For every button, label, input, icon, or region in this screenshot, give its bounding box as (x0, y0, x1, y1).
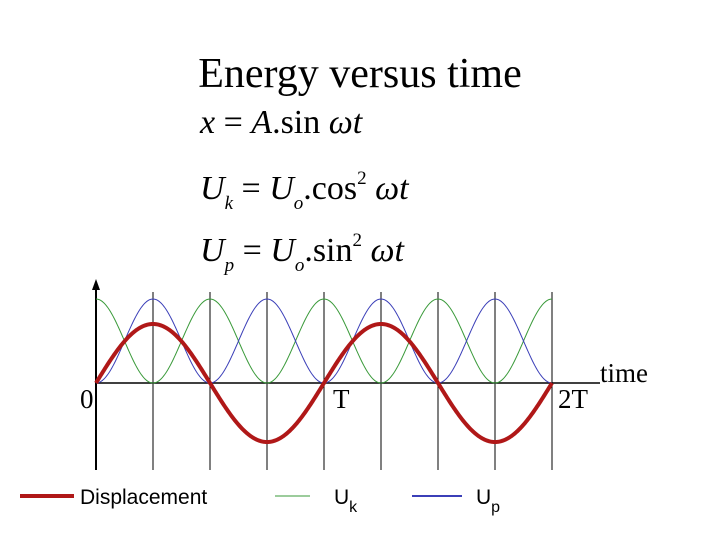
legend-label-0: Displacement (80, 486, 207, 509)
legend-label-1: Uk (334, 486, 358, 516)
x-tick-label-2: 2T (558, 384, 589, 414)
eq-uk-fn: cos (311, 170, 358, 207)
y-axis-arrow (92, 279, 100, 290)
series-line-displacement (94, 322, 554, 444)
series-lines (94, 298, 554, 444)
eq-up-pow: 2 (352, 230, 363, 251)
eq-x-arg: ωt (328, 104, 363, 141)
eq-up-dot: . (304, 232, 313, 269)
x-axis-label: time (600, 358, 648, 388)
eq-uk-pow: 2 (357, 168, 367, 189)
axes (92, 279, 600, 470)
tick-labels: 0 T 2T time (80, 358, 648, 414)
eq-up-equals: = (242, 232, 262, 269)
eq-up-lhs: U (200, 232, 225, 269)
eq-uk-lhs: U (200, 170, 225, 207)
x-tick-label-0: 0 (80, 384, 94, 414)
eq-up-fn: sin (312, 232, 353, 269)
eq-up-coef-sub: o (294, 255, 305, 276)
eq-x-amplitude: A (251, 104, 273, 141)
equation-displacement: x = A.sin ωt (200, 104, 362, 142)
eq-x-lhs: x (200, 104, 216, 141)
eq-uk-equals: = (241, 170, 261, 207)
eq-up-lhs-sub: p (224, 255, 235, 276)
series-line-uk (95, 298, 553, 384)
eq-uk-dot: . (303, 170, 312, 207)
eq-uk-coef: U (269, 170, 294, 207)
legend-label-sub-2: p (491, 499, 500, 516)
equation-kinetic-energy: Uk = Uo.cos2 ωt (200, 168, 409, 215)
eq-uk-coef-sub: o (293, 193, 304, 214)
eq-x-dot: . (272, 104, 281, 141)
eq-up-arg: ωt (370, 232, 404, 269)
eq-up-coef: U (270, 232, 295, 269)
equation-potential-energy: Up = Uo.sin2 ωt (200, 230, 404, 277)
legend-label-sub-1: k (349, 499, 358, 516)
eq-x-fn: sin (280, 104, 321, 141)
eq-uk-lhs-sub: k (224, 193, 233, 214)
legend: Displacement Uk Up (20, 486, 500, 516)
legend-label-2: Up (476, 486, 500, 516)
eq-x-equals: = (223, 104, 243, 141)
x-tick-label-1: T (333, 384, 350, 414)
eq-uk-arg: ωt (375, 170, 409, 207)
chart-title: Energy versus time (198, 51, 522, 97)
